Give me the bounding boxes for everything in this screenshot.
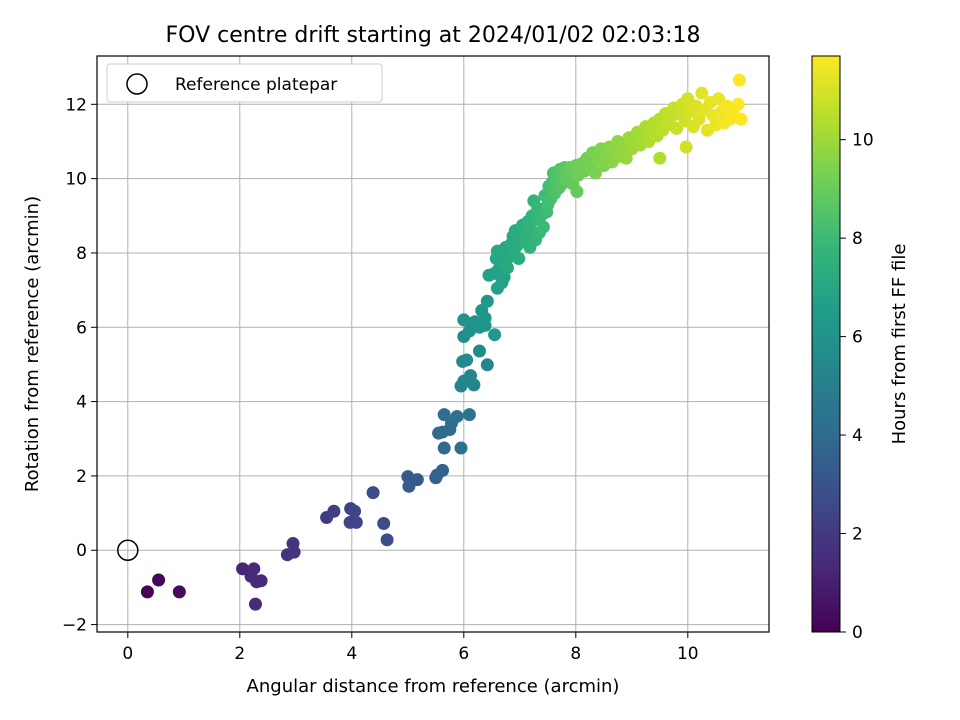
data-point: [380, 533, 394, 547]
colorbar: 0 2 4 6 8 10 Hours from first FF file: [811, 55, 910, 643]
data-point: [734, 112, 748, 126]
data-point: [140, 585, 154, 599]
data-point: [457, 313, 471, 327]
data-point: [681, 92, 695, 106]
data-points: [140, 73, 748, 611]
x-tick-label: 0: [122, 644, 133, 664]
data-point: [478, 318, 492, 332]
data-point: [410, 473, 424, 487]
legend-label: Reference platepar: [175, 75, 337, 95]
data-point: [437, 441, 451, 455]
y-tick-label: 0: [76, 541, 87, 561]
data-point: [480, 294, 494, 308]
colorbar-tick-label: 0: [852, 623, 863, 643]
data-point: [712, 92, 726, 106]
data-point: [454, 441, 468, 455]
y-tick-label: 12: [65, 95, 87, 115]
chart-title: FOV centre drift starting at 2024/01/02 …: [166, 23, 701, 48]
x-tick-label: 6: [458, 644, 469, 664]
legend-marker-icon: [126, 73, 148, 95]
data-point: [247, 562, 261, 576]
legend: Reference platepar: [106, 63, 383, 103]
data-point: [460, 353, 474, 367]
data-point: [731, 97, 745, 111]
x-tick-label: 2: [234, 644, 245, 664]
data-point: [695, 86, 709, 100]
data-point: [327, 504, 341, 518]
y-tick-label: 6: [76, 318, 87, 338]
data-point: [732, 73, 746, 87]
x-tick-label: 4: [346, 644, 357, 664]
data-point: [287, 545, 301, 559]
colorbar-gradient: [811, 55, 841, 633]
colorbar-tick-label: 6: [852, 328, 863, 348]
data-point: [366, 486, 380, 500]
y-axis-label: Rotation from reference (arcmin): [22, 196, 43, 492]
data-point: [512, 252, 526, 266]
data-point: [152, 573, 166, 587]
colorbar-ticks: 0 2 4 6 8 10: [840, 131, 874, 643]
reference-point: [117, 539, 139, 561]
data-point: [349, 515, 363, 529]
y-tick-label: 4: [76, 393, 87, 413]
data-point: [472, 344, 486, 358]
legend-box: [106, 63, 383, 103]
data-point: [450, 409, 464, 423]
y-tick-label: −2: [62, 616, 87, 636]
data-point: [437, 408, 451, 422]
data-point: [480, 358, 494, 372]
data-point: [377, 516, 391, 530]
y-tick-label: 10: [65, 170, 87, 190]
grid-lines: [97, 56, 769, 632]
colorbar-tick-label: 4: [852, 426, 863, 446]
data-point: [436, 463, 450, 477]
data-point: [488, 328, 502, 342]
y-axis: −2 0 2 4 6 8 10 12: [62, 95, 97, 636]
colorbar-tick-label: 2: [852, 525, 863, 545]
data-point: [670, 121, 684, 135]
data-point: [679, 140, 693, 154]
reference-marker: [117, 539, 139, 561]
data-point: [570, 185, 584, 199]
x-tick-label: 8: [570, 644, 581, 664]
data-point: [588, 166, 602, 180]
x-axis-label: Angular distance from reference (arcmin): [247, 676, 620, 697]
colorbar-label: Hours from first FF file: [889, 244, 910, 445]
data-point: [172, 585, 186, 599]
data-point: [536, 220, 550, 234]
data-point: [248, 597, 262, 611]
data-point: [348, 504, 362, 518]
plot-frame: [96, 55, 770, 633]
data-point: [236, 562, 250, 576]
x-tick-label: 10: [677, 644, 699, 664]
y-tick-label: 8: [76, 244, 87, 264]
data-point: [500, 261, 514, 275]
y-tick-label: 2: [76, 467, 87, 487]
data-point: [254, 574, 268, 588]
colorbar-tick-label: 10: [852, 131, 874, 151]
colorbar-tick-label: 8: [852, 229, 863, 249]
x-axis: 0 2 4 6 8 10: [122, 632, 699, 664]
data-point: [653, 151, 667, 165]
data-point: [462, 408, 476, 422]
data-point: [467, 378, 481, 392]
